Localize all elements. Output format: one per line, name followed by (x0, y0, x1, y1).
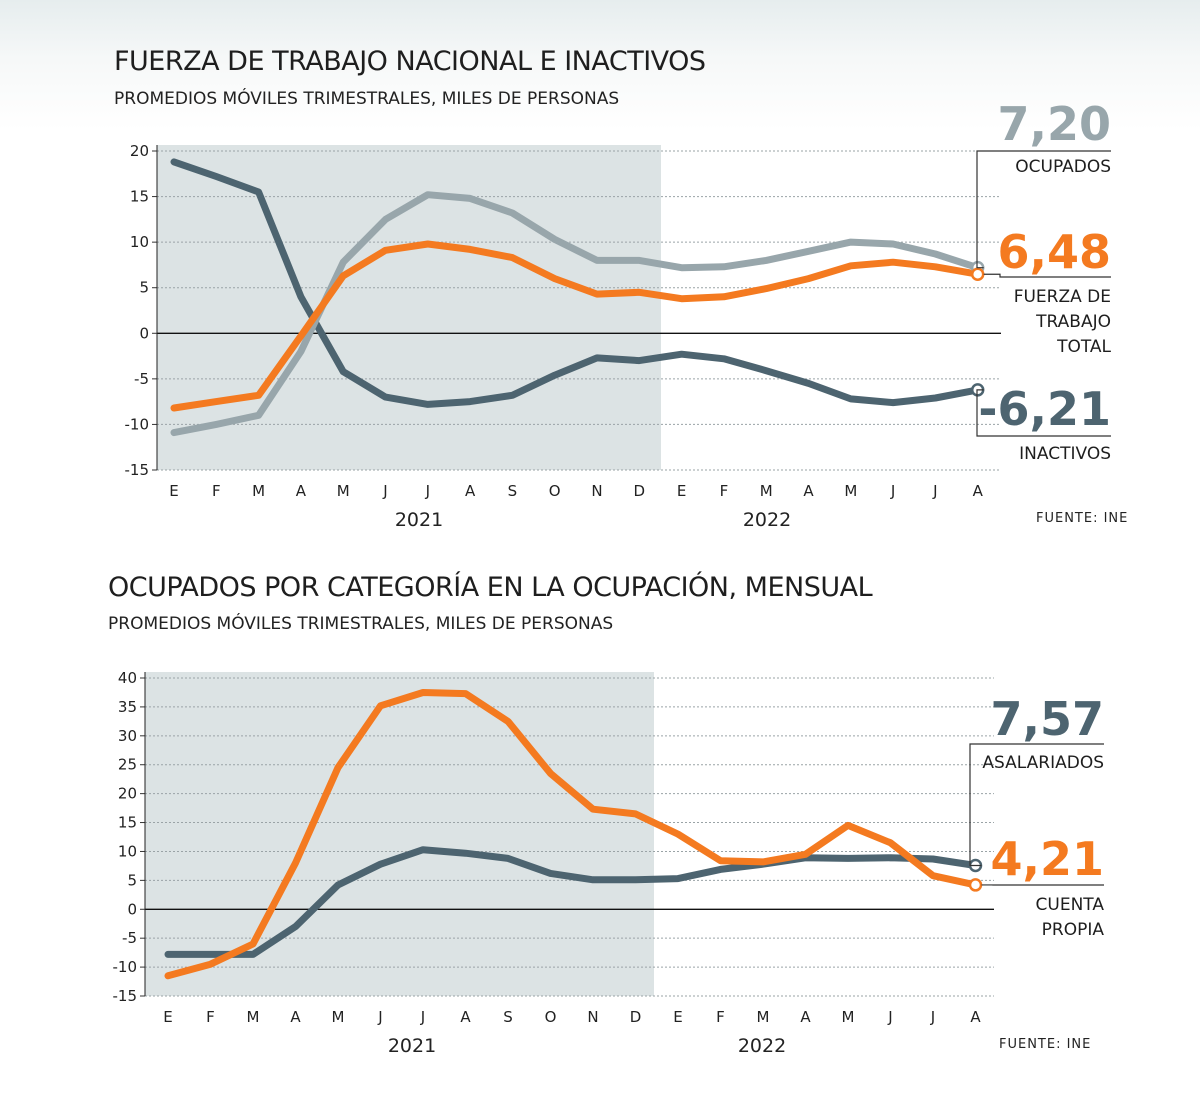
chart2-source: FUENTE: INE (999, 1037, 1092, 1052)
y-tick-label: 5 (127, 871, 137, 889)
x-year-label-2021: 2021 (395, 509, 443, 531)
x-tick-label: A (296, 482, 307, 500)
x-tick-label: N (591, 482, 602, 500)
x-tick-label: A (460, 1008, 471, 1026)
chart1-source: FUENTE: INE (1036, 511, 1129, 526)
y-tick-label: 25 (118, 756, 137, 774)
x-tick-label: J (890, 482, 895, 500)
x-tick-label: M (252, 482, 265, 500)
series-line-asalariados (164, 846, 979, 958)
y-tick-label: -15 (113, 987, 138, 1005)
series-end-marker (968, 878, 983, 892)
y-tick-label: 0 (139, 324, 149, 342)
callout-connector (976, 389, 1111, 437)
x-tick-label: A (803, 482, 814, 500)
y-tick-label: 10 (118, 842, 137, 860)
x-tick-label: N (587, 1008, 598, 1026)
callout-value: 6,48 (998, 225, 1112, 279)
series-line-ocupados (170, 191, 982, 437)
y-tick-label: 35 (118, 698, 137, 716)
y-tick-label: -5 (134, 370, 149, 388)
callout-series-label: ASALARIADOS (982, 753, 1104, 773)
header-band (0, 0, 1200, 130)
x-tick-label: A (290, 1008, 301, 1026)
y-tick-label: 5 (139, 279, 149, 297)
x-tick-label: M (247, 1008, 260, 1026)
chart2-title: OCUPADOS POR CATEGORÍA EN LA OCUPACIÓN, … (108, 572, 873, 603)
x-tick-label: S (503, 1008, 513, 1026)
y-tick-label: 20 (118, 785, 137, 803)
x-tick-label: M (757, 1008, 770, 1026)
callout-value: 7,57 (991, 692, 1105, 746)
chart1-workforce-inactive: 20 15 10 5 0 -5 -10 -15 E F M A M J J A S O N D E F M A M J J A 2021… (125, 97, 1112, 531)
x-year-label-2021: 2021 (388, 1035, 436, 1057)
y-tick-label: 10 (130, 233, 149, 251)
callout-connector (969, 743, 1104, 867)
x-tick-label: E (163, 1008, 172, 1026)
y-tick-label: -5 (122, 929, 137, 947)
x-tick-label: A (973, 482, 984, 500)
chart1-title: FUERZA DE TRABAJO NACIONAL E INACTIVOS (114, 46, 706, 77)
x-tick-label: J (932, 482, 937, 500)
x-tick-label: F (716, 1008, 725, 1026)
shaded-2021-region (145, 672, 654, 996)
y-tick-label: 15 (130, 188, 149, 206)
x-tick-label: F (720, 482, 729, 500)
callout-connector (983, 273, 1111, 278)
x-tick-label: O (545, 1008, 557, 1026)
x-tick-label: E (677, 482, 686, 500)
x-tick-label: M (842, 1008, 855, 1026)
x-tick-label: S (508, 482, 518, 500)
callout-series-label: PROPIA (1042, 920, 1105, 940)
x-tick-label: A (800, 1008, 811, 1026)
callout-series-label: FUERZA DE (1014, 287, 1111, 307)
x-year-label-2022: 2022 (743, 509, 791, 531)
callout-value: 7,20 (998, 97, 1112, 151)
x-tick-label: D (634, 482, 646, 500)
x-tick-label: E (673, 1008, 682, 1026)
chart2-subtitle: PROMEDIOS MÓVILES TRIMESTRALES, MILES DE… (108, 614, 614, 634)
y-tick-label: 0 (127, 900, 137, 918)
series-line-cuenta-propia (164, 689, 979, 980)
x-tick-label: A (970, 1008, 981, 1026)
callout-series-label: OCUPADOS (1015, 157, 1111, 177)
callout-series-label: INACTIVOS (1019, 444, 1111, 464)
x-tick-label: F (206, 1008, 215, 1026)
y-tick-label: -10 (113, 958, 138, 976)
x-tick-label: E (169, 482, 178, 500)
y-tick-label: 15 (118, 814, 137, 832)
y-tick-label: 20 (130, 142, 149, 160)
callout-series-label: CUENTA (1036, 895, 1105, 915)
x-tick-label: M (844, 482, 857, 500)
x-tick-label: J (425, 482, 430, 500)
callout-series-label: TRABAJO (1035, 312, 1111, 332)
x-tick-label: J (377, 1008, 382, 1026)
callout-series-label: TOTAL (1056, 337, 1111, 357)
y-tick-label: 40 (118, 669, 137, 687)
chart1-subtitle: PROMEDIOS MÓVILES TRIMESTRALES, MILES DE… (114, 89, 620, 109)
series-end-marker (970, 267, 985, 281)
series-line-fuerza-de-trabajo-total (170, 240, 982, 412)
x-tick-label: J (420, 1008, 425, 1026)
y-tick-label: -15 (125, 461, 150, 479)
x-tick-label: M (337, 482, 350, 500)
x-tick-label: D (630, 1008, 642, 1026)
x-tick-label: F (212, 482, 221, 500)
x-tick-label: J (930, 1008, 935, 1026)
x-tick-label: M (760, 482, 773, 500)
x-tick-label: J (887, 1008, 892, 1026)
x-tick-label: M (332, 1008, 345, 1026)
x-tick-label: O (549, 482, 561, 500)
callout-connector (976, 150, 1111, 269)
x-year-label-2022: 2022 (738, 1035, 786, 1057)
y-tick-label: -10 (125, 415, 150, 433)
x-tick-label: J (382, 482, 387, 500)
series-line-inactivos (170, 158, 982, 408)
callout-value: 4,21 (991, 832, 1105, 886)
callout-value: -6,21 (978, 382, 1111, 436)
x-tick-label: A (465, 482, 476, 500)
y-tick-label: 30 (118, 727, 137, 745)
